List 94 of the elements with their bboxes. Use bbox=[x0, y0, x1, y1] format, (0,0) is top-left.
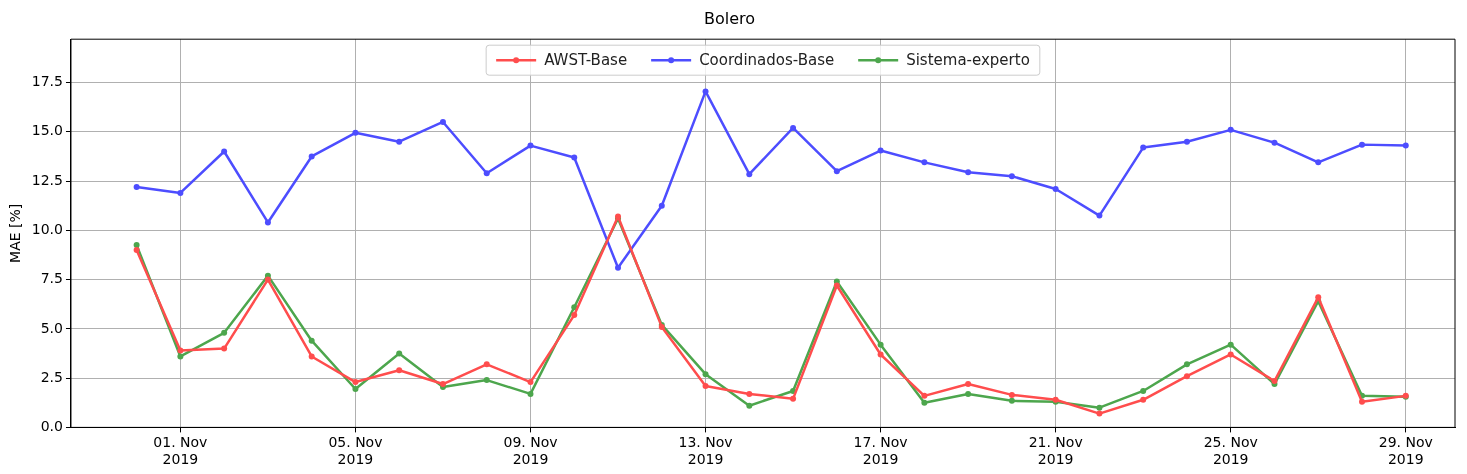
point bbox=[1359, 398, 1365, 405]
point bbox=[921, 159, 928, 166]
y-tick-label: 15.0 bbox=[31, 122, 63, 139]
point bbox=[1183, 361, 1190, 368]
point bbox=[1096, 410, 1103, 417]
point bbox=[177, 189, 184, 196]
point bbox=[221, 345, 228, 352]
y-tick-label: 2.5 bbox=[40, 368, 63, 385]
point bbox=[264, 219, 271, 226]
point bbox=[746, 402, 753, 409]
point bbox=[1271, 139, 1278, 146]
point bbox=[308, 153, 315, 160]
point bbox=[702, 88, 709, 95]
point bbox=[571, 304, 578, 311]
point bbox=[1096, 212, 1103, 219]
point bbox=[352, 129, 359, 136]
point bbox=[615, 264, 622, 271]
y-axis-title: MAE [%] bbox=[7, 203, 24, 263]
x-tick-label: 29. Nov 2019 bbox=[1378, 434, 1433, 468]
point bbox=[1140, 387, 1147, 394]
point bbox=[527, 379, 534, 386]
point bbox=[965, 169, 972, 176]
point bbox=[702, 371, 709, 378]
point bbox=[483, 170, 490, 177]
point bbox=[308, 353, 315, 360]
point bbox=[790, 395, 797, 402]
point bbox=[877, 147, 884, 154]
chart-title: Bolero bbox=[703, 8, 756, 28]
point bbox=[527, 390, 534, 397]
y-tick-label: 12.5 bbox=[31, 171, 63, 188]
x-tick-label: 25. Nov 2019 bbox=[1203, 434, 1258, 468]
point bbox=[833, 282, 840, 289]
point bbox=[483, 377, 490, 384]
point bbox=[1227, 126, 1234, 133]
point bbox=[1008, 173, 1015, 180]
point bbox=[746, 390, 753, 397]
point bbox=[264, 276, 271, 283]
point bbox=[1183, 138, 1190, 145]
point bbox=[658, 202, 665, 209]
point bbox=[396, 138, 403, 145]
x-tick-label: 09. Nov 2019 bbox=[503, 434, 558, 468]
point bbox=[1008, 397, 1015, 404]
point bbox=[965, 381, 972, 388]
point bbox=[483, 361, 490, 368]
y-tick-label: 5.0 bbox=[40, 319, 63, 336]
point bbox=[833, 168, 840, 175]
point bbox=[921, 399, 928, 406]
point bbox=[965, 390, 972, 397]
point bbox=[352, 385, 359, 392]
point bbox=[921, 392, 928, 399]
point bbox=[877, 351, 884, 358]
point bbox=[1096, 404, 1103, 411]
point bbox=[1008, 391, 1015, 398]
point bbox=[133, 247, 140, 254]
point bbox=[221, 329, 228, 336]
legend-label: Coordinados-Base bbox=[699, 51, 835, 70]
point bbox=[352, 379, 359, 386]
point bbox=[177, 347, 184, 354]
legend-label: Sistema-experto bbox=[906, 51, 1030, 70]
point bbox=[396, 350, 403, 357]
y-tick-label: 10.0 bbox=[31, 220, 63, 237]
point bbox=[790, 124, 797, 131]
y-tick-label: 17.5 bbox=[31, 73, 63, 90]
x-tick-label: 17. Nov 2019 bbox=[853, 434, 908, 468]
point bbox=[571, 312, 578, 319]
point bbox=[1140, 144, 1147, 151]
point bbox=[571, 154, 578, 161]
point bbox=[1359, 141, 1365, 148]
y-tick-label: 0.0 bbox=[40, 418, 63, 435]
x-tick-label: 13. Nov 2019 bbox=[678, 434, 733, 468]
point bbox=[133, 183, 140, 190]
point bbox=[1183, 373, 1190, 380]
point bbox=[877, 341, 884, 348]
point bbox=[1052, 185, 1059, 192]
point bbox=[1140, 396, 1147, 403]
point bbox=[1315, 159, 1322, 166]
x-tick-label: 05. Nov 2019 bbox=[328, 434, 383, 468]
point bbox=[746, 171, 753, 178]
point bbox=[1227, 341, 1234, 348]
point bbox=[527, 142, 534, 149]
point bbox=[1315, 294, 1322, 301]
point bbox=[308, 337, 315, 344]
legend-label: AWST-Base bbox=[544, 51, 628, 70]
x-tick-label: 01. Nov 2019 bbox=[153, 434, 208, 468]
point bbox=[396, 367, 403, 374]
point bbox=[177, 353, 184, 360]
point bbox=[1402, 142, 1409, 149]
point bbox=[221, 148, 228, 155]
x-tick-label: 21. Nov 2019 bbox=[1028, 434, 1083, 468]
point bbox=[133, 242, 140, 249]
y-tick-label: 7.5 bbox=[40, 270, 63, 287]
point bbox=[1227, 351, 1234, 358]
point bbox=[702, 383, 709, 390]
point bbox=[439, 118, 446, 125]
